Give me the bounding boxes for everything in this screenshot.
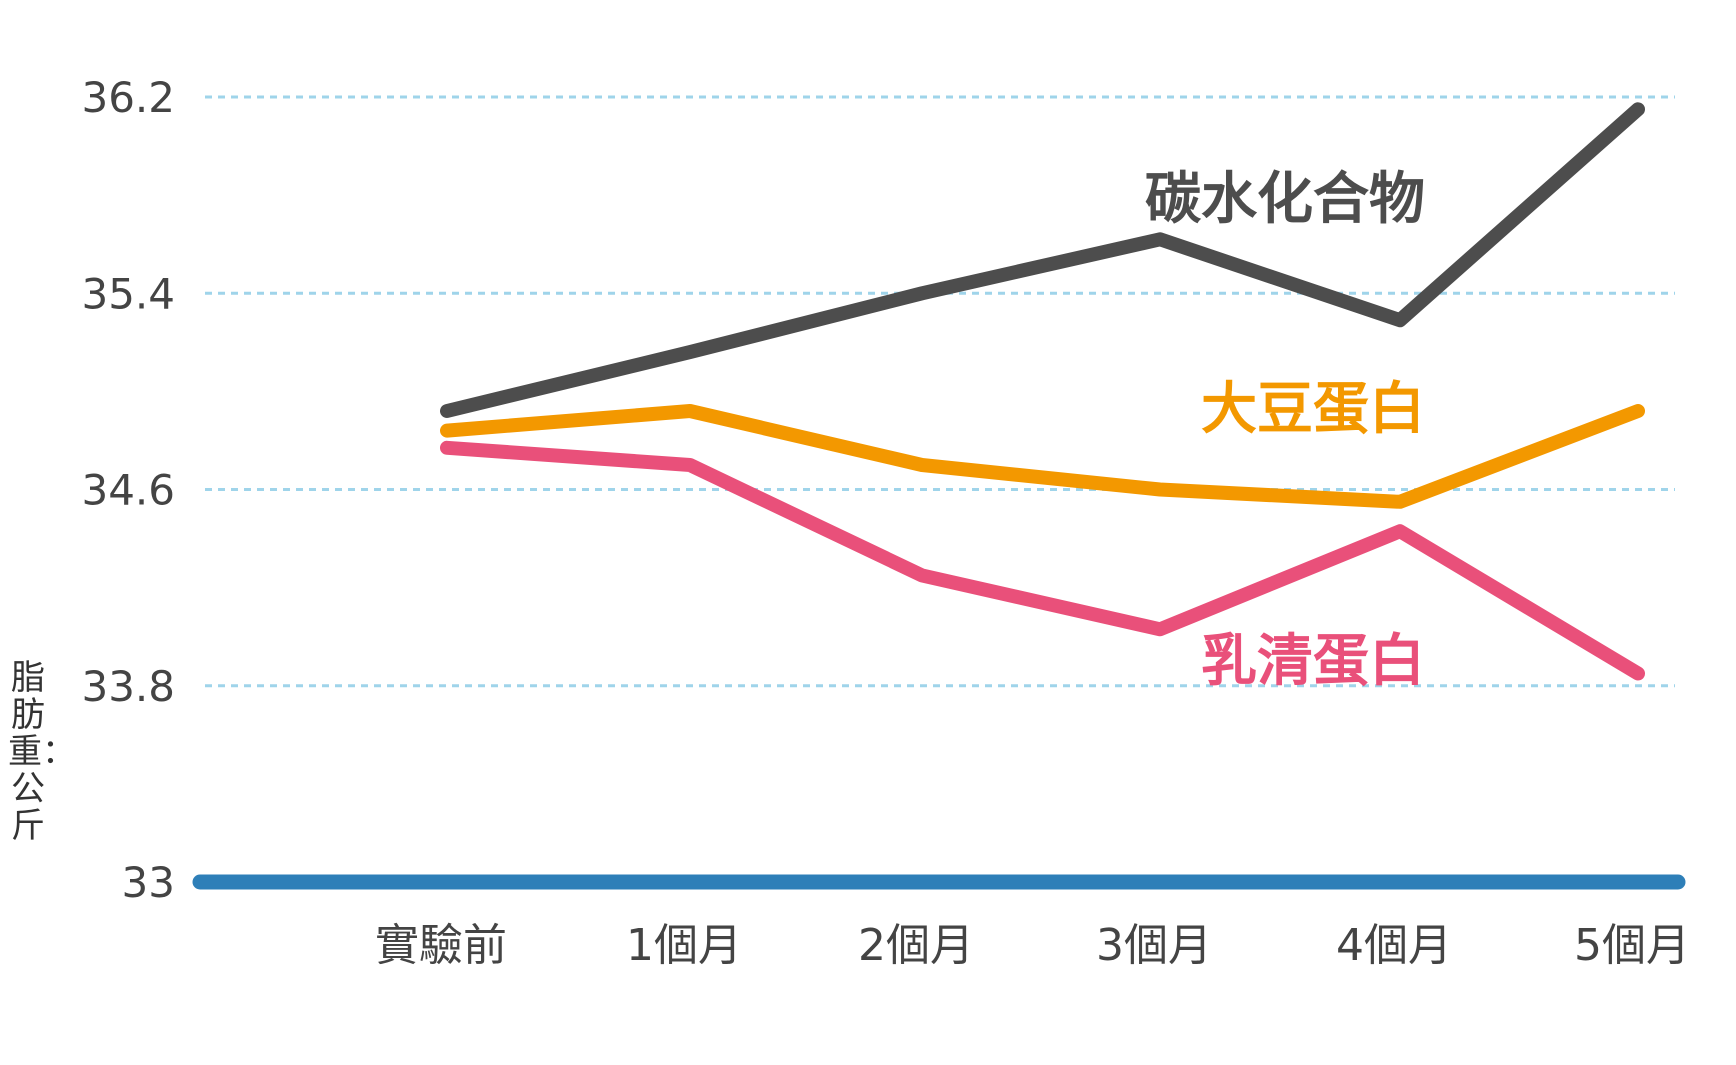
x-tick-label: 2個月	[858, 920, 974, 971]
series-label: 碳水化合物	[1145, 167, 1425, 232]
x-tick-label: 5個月	[1574, 920, 1690, 971]
y-tick-label: 34.6	[81, 466, 175, 515]
x-tick-label: 1個月	[626, 920, 742, 971]
y-tick-label: 33.8	[81, 662, 175, 711]
series-line	[440, 440, 1645, 681]
y-tick-label: 33	[122, 858, 175, 907]
y-tick-label: 36.2	[81, 73, 175, 122]
y-tick-label: 35.4	[81, 269, 175, 318]
series-line	[440, 404, 1645, 509]
x-tick-label: 3個月	[1096, 920, 1212, 971]
series-label: 大豆蛋白	[1201, 377, 1425, 442]
x-tick-label: 4個月	[1336, 920, 1452, 971]
series-label: 乳清蛋白	[1201, 629, 1425, 694]
series-line	[440, 102, 1645, 418]
y-axis-label: 脂肪重：公斤	[8, 658, 76, 846]
x-tick-label: 實驗前	[375, 920, 507, 971]
